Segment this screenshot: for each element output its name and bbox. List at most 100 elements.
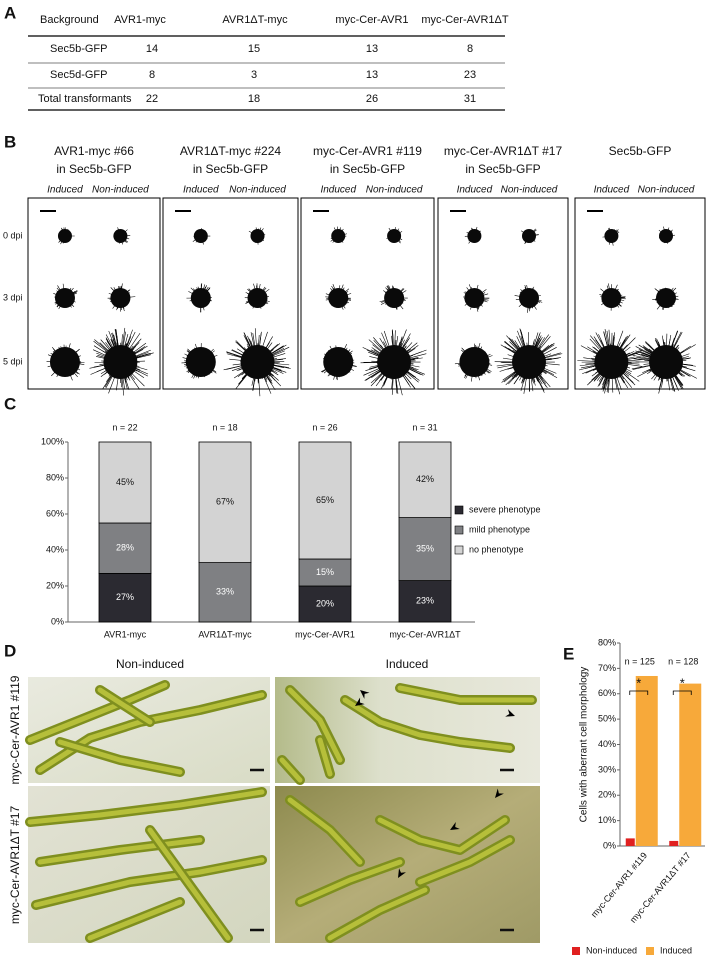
strain-title: Sec5b-GFP	[609, 144, 672, 158]
hypha-interior	[377, 817, 508, 853]
row-header: Sec5b-GFP	[50, 43, 107, 55]
bar	[679, 683, 702, 846]
colony-panel	[162, 197, 299, 390]
condition-label: Induced	[320, 185, 356, 196]
colony-body	[512, 345, 546, 379]
colony	[46, 343, 85, 381]
colony	[330, 226, 348, 243]
colony-body	[594, 345, 629, 379]
strain-title: myc-Cer-AVR1 #119	[313, 144, 422, 158]
row-header: Sec5d-GFP	[50, 69, 107, 81]
colony-panel	[300, 197, 435, 390]
row-label: myc-Cer-AVR1 #119	[8, 675, 22, 784]
colony	[89, 327, 154, 396]
hypha-interior	[27, 682, 168, 743]
value-label: 33%	[216, 587, 234, 597]
strain-title: in Sec5b-GFP	[193, 162, 268, 176]
bar	[669, 840, 679, 846]
legend-label: Non-induced	[586, 945, 637, 955]
strain-title: in Sec5b-GFP	[56, 162, 131, 176]
table-cell: 8	[149, 69, 155, 81]
x-tick-label: AVR1-myc	[104, 629, 147, 639]
colony	[53, 283, 78, 310]
colony-body	[659, 229, 673, 243]
strain-title: AVR1ΔT-myc #224	[180, 144, 281, 158]
legend-swatch	[646, 947, 654, 955]
colony	[186, 283, 212, 313]
colony-body	[247, 288, 268, 308]
y-tick-label: 50%	[598, 714, 616, 724]
y-tick-label: 0%	[603, 840, 616, 850]
significance-label: *	[680, 675, 685, 690]
hypha-interior	[342, 697, 513, 751]
colony	[652, 287, 679, 310]
colony-body	[604, 229, 619, 243]
hypha-interior	[327, 887, 428, 941]
hypha-interior	[397, 685, 535, 703]
colony	[181, 343, 218, 379]
panel-label: C	[4, 394, 16, 413]
colony	[463, 284, 490, 312]
value-label: 15%	[316, 567, 334, 577]
colony-body	[656, 288, 676, 308]
colony	[514, 285, 543, 313]
hypha-interior	[87, 899, 183, 941]
y-tick-label: 0%	[51, 616, 64, 626]
arrowhead	[355, 697, 365, 706]
y-tick-label: 20%	[46, 580, 64, 590]
colony	[658, 226, 675, 244]
hypha-interior	[97, 687, 153, 725]
condition-label: Non-induced	[501, 185, 558, 196]
arrowhead	[505, 709, 515, 717]
colony	[494, 328, 563, 394]
colony	[113, 227, 131, 245]
colony-body	[193, 229, 208, 243]
micrograph	[275, 786, 540, 943]
colony-body	[522, 229, 536, 243]
y-tick-label: 80%	[598, 637, 616, 647]
hypha-interior	[279, 757, 303, 783]
value-label: 35%	[416, 543, 434, 553]
arrowhead	[495, 788, 504, 798]
hypha-interior	[317, 737, 333, 777]
colony-body	[57, 229, 72, 243]
table-cell: 26	[366, 93, 378, 105]
n-label: n = 18	[212, 422, 237, 432]
bar-segment	[198, 441, 252, 563]
colony	[577, 329, 645, 395]
table-header: Background	[40, 14, 99, 26]
legend-swatch	[572, 947, 580, 955]
hypha-interior	[57, 739, 183, 775]
panel-label: E	[563, 644, 574, 663]
hypha-interior	[287, 797, 363, 865]
panel-label: D	[4, 641, 16, 660]
significance-label: *	[636, 675, 641, 690]
hypha-interior	[297, 859, 403, 905]
table-cell: 18	[248, 93, 260, 105]
legend-label: Induced	[660, 945, 692, 955]
column-label: Non-induced	[116, 657, 184, 671]
bar	[625, 838, 635, 846]
column-label: Induced	[386, 657, 429, 671]
y-tick-label: 30%	[598, 764, 616, 774]
legend-label: mild phenotype	[469, 524, 530, 534]
condition-label: Non-induced	[638, 185, 695, 196]
colony-body	[384, 288, 405, 308]
colony-body	[54, 288, 75, 308]
condition-label: Non-induced	[366, 185, 423, 196]
colony-body	[387, 229, 402, 243]
x-tick-label: myc-Cer-AVR1	[295, 629, 355, 639]
condition-label: Induced	[183, 185, 219, 196]
bar-segment	[98, 441, 152, 524]
colony-body	[113, 229, 128, 243]
condition-label: Induced	[457, 185, 493, 196]
value-label: 23%	[416, 596, 434, 606]
colony	[360, 329, 427, 396]
colony	[464, 226, 482, 244]
hypha-interior	[33, 857, 265, 908]
significance-bracket	[672, 690, 692, 695]
legend-label: severe phenotype	[469, 504, 541, 514]
colony-body	[519, 288, 539, 308]
y-tick-label: 10%	[598, 815, 616, 825]
